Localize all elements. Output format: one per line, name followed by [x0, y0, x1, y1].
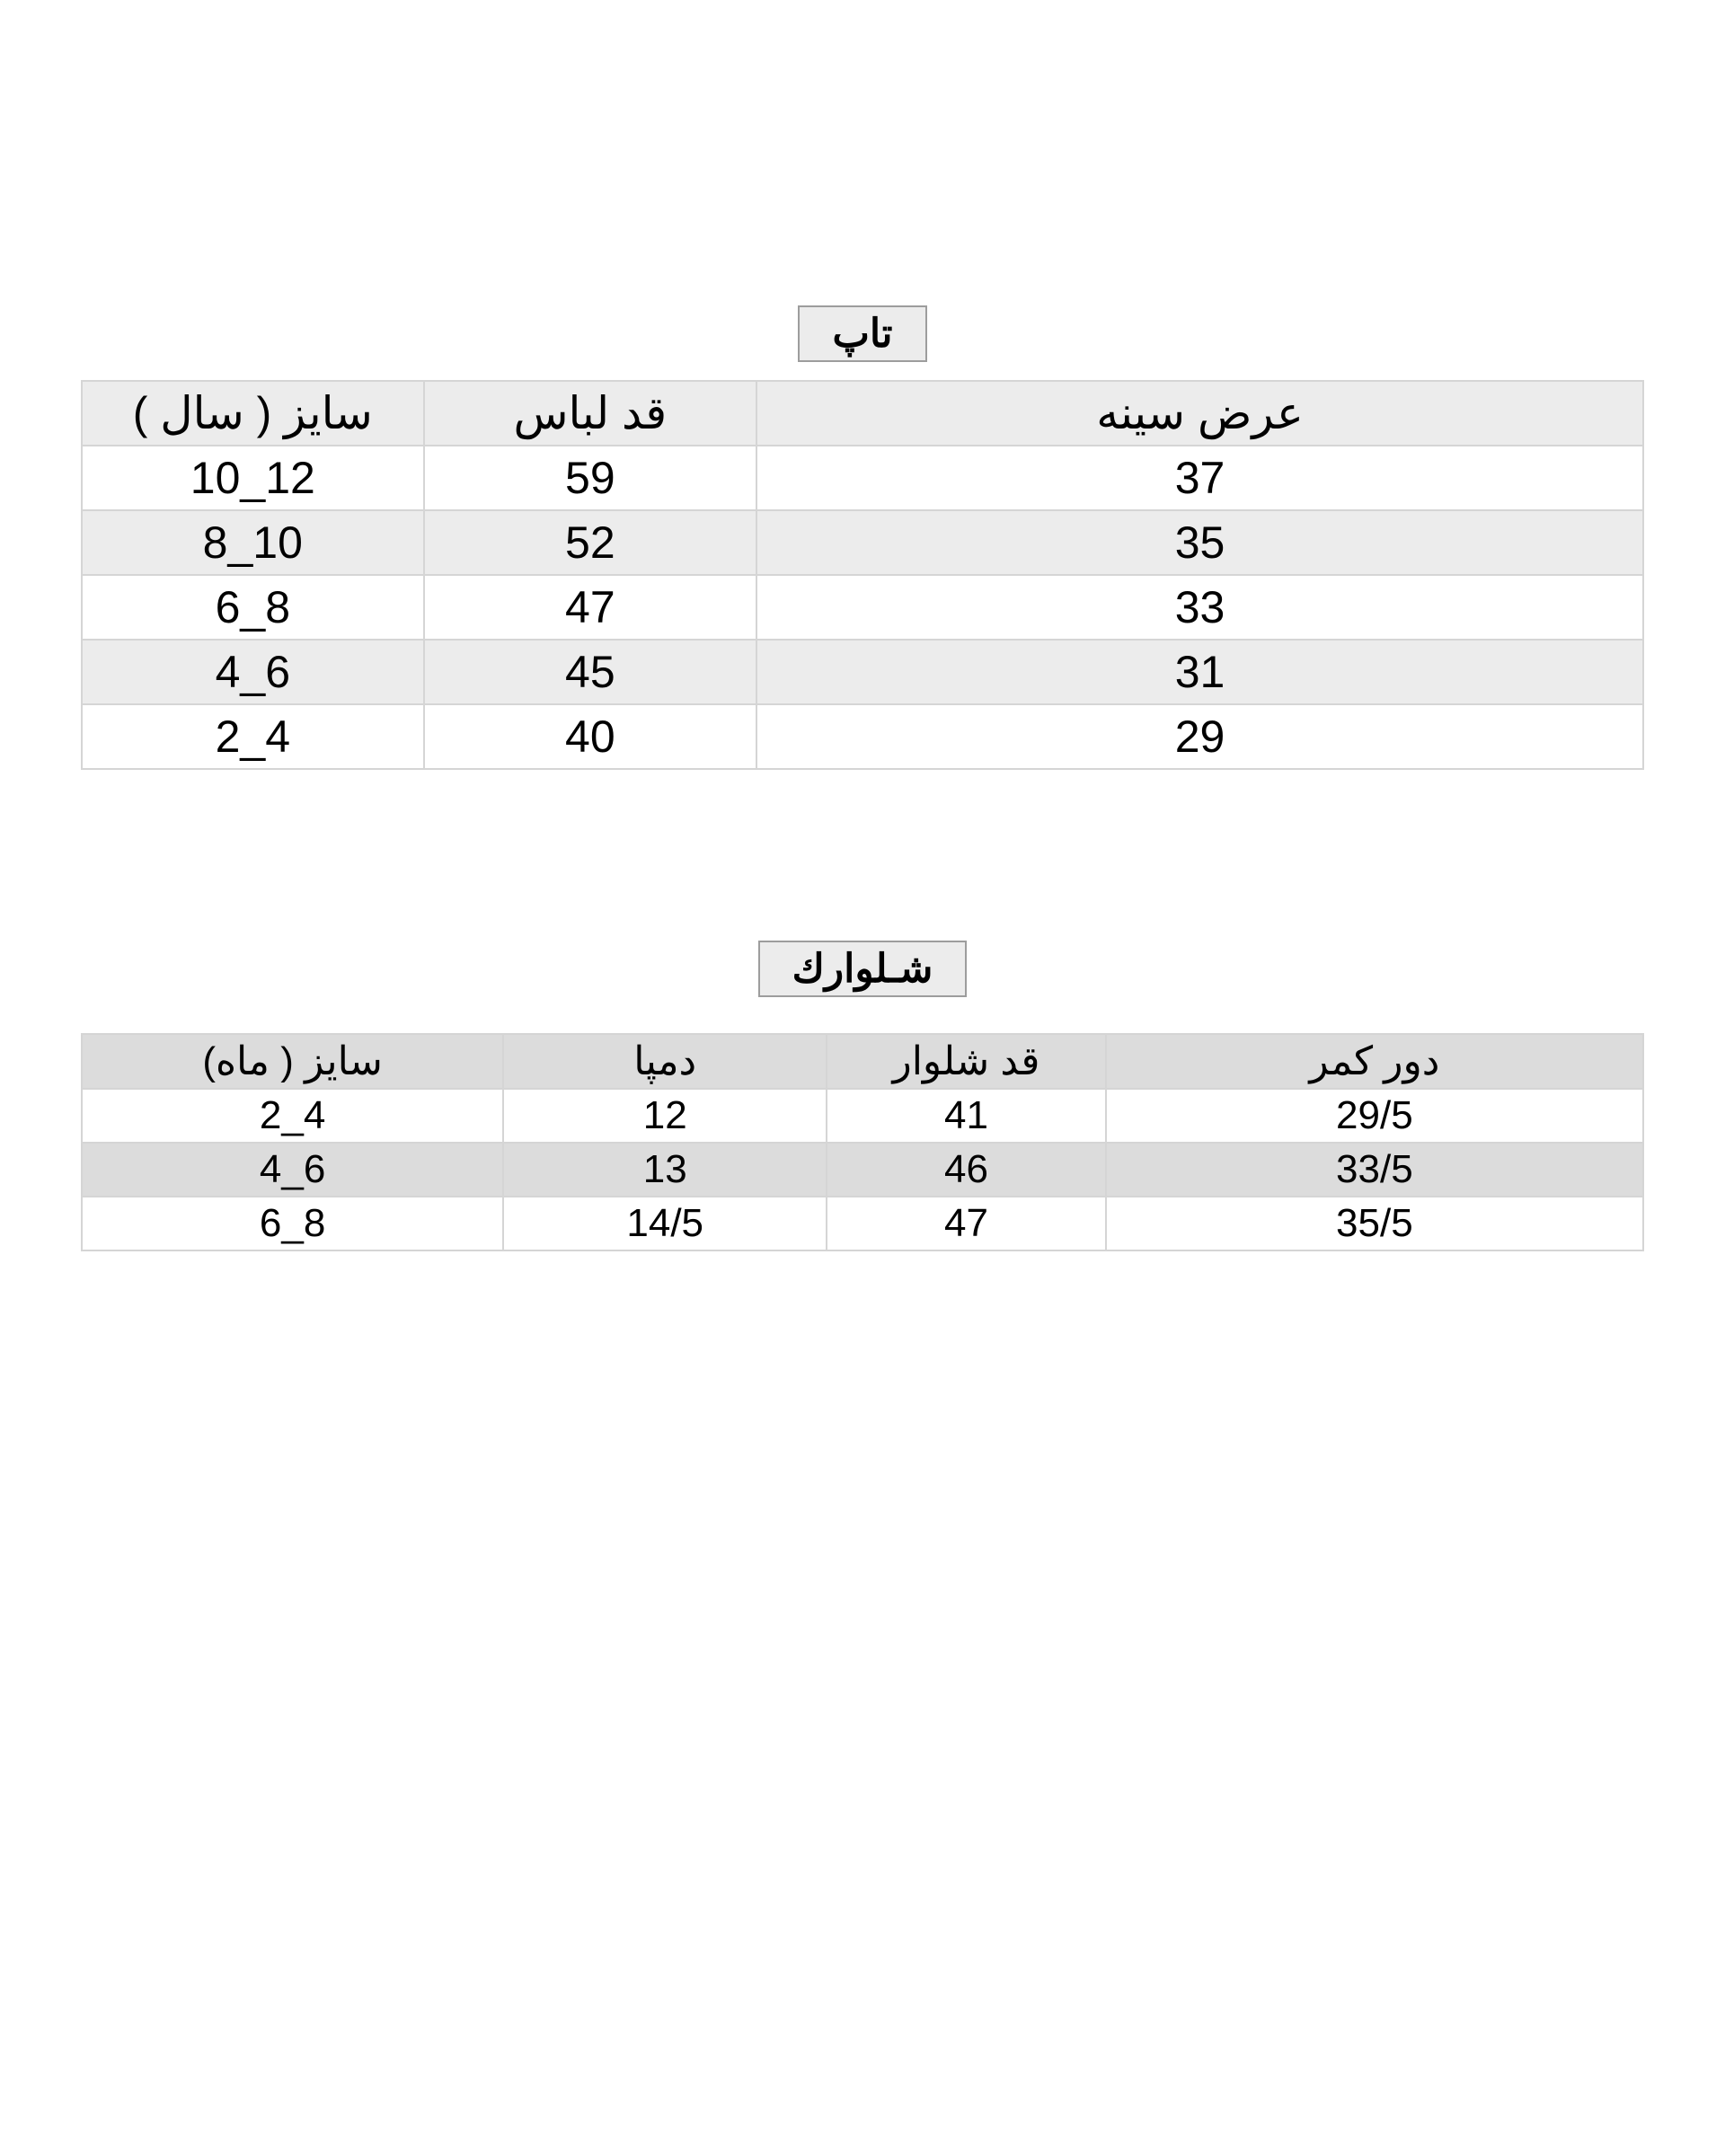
table-header-row: سایز ( ماه) دمپا قد شلوار دور کمر — [82, 1034, 1643, 1089]
col-hem: دمپا — [503, 1034, 827, 1089]
col-length: قد شلوار — [827, 1034, 1106, 1089]
cell: 31 — [756, 640, 1643, 704]
table-row: 10_12 59 37 — [82, 446, 1643, 510]
cell: 47 — [424, 575, 756, 640]
cell: 6_8 — [82, 1197, 503, 1250]
cell: 14/5 — [503, 1197, 827, 1250]
section2-title: شـلوارك — [758, 941, 968, 997]
cell: 13 — [503, 1143, 827, 1197]
cell: 35/5 — [1106, 1197, 1643, 1250]
cell: 33 — [756, 575, 1643, 640]
cell: 37 — [756, 446, 1643, 510]
cell: 10_12 — [82, 446, 424, 510]
cell: 52 — [424, 510, 756, 575]
cell: 4_6 — [82, 640, 424, 704]
cell: 40 — [424, 704, 756, 769]
cell: 33/5 — [1106, 1143, 1643, 1197]
cell: 29/5 — [1106, 1089, 1643, 1143]
table-row: 6_8 47 33 — [82, 575, 1643, 640]
table-header-row: سایز ( سال ) قد لباس عرض سینه — [82, 381, 1643, 446]
cell: 47 — [827, 1197, 1106, 1250]
cell: 6_8 — [82, 575, 424, 640]
table-row: 4_6 45 31 — [82, 640, 1643, 704]
col-size: سایز ( ماه) — [82, 1034, 503, 1089]
cell: 45 — [424, 640, 756, 704]
table-row: 4_6 13 46 33/5 — [82, 1143, 1643, 1197]
cell: 46 — [827, 1143, 1106, 1197]
col-length: قد لباس — [424, 381, 756, 446]
col-size: سایز ( سال ) — [82, 381, 424, 446]
table-row: 2_4 12 41 29/5 — [82, 1089, 1643, 1143]
table-row: 2_4 40 29 — [82, 704, 1643, 769]
cell: 12 — [503, 1089, 827, 1143]
cell: 29 — [756, 704, 1643, 769]
cell: 35 — [756, 510, 1643, 575]
section1-title: تاپ — [798, 305, 926, 362]
table-shorts: سایز ( ماه) دمپا قد شلوار دور کمر 2_4 12… — [81, 1033, 1644, 1251]
col-chest: عرض سینه — [756, 381, 1643, 446]
cell: 2_4 — [82, 704, 424, 769]
table-row: 6_8 14/5 47 35/5 — [82, 1197, 1643, 1250]
table-top: سایز ( سال ) قد لباس عرض سینه 10_12 59 3… — [81, 380, 1644, 770]
cell: 59 — [424, 446, 756, 510]
col-waist: دور کمر — [1106, 1034, 1643, 1089]
cell: 4_6 — [82, 1143, 503, 1197]
cell: 8_10 — [82, 510, 424, 575]
cell: 2_4 — [82, 1089, 503, 1143]
table-row: 8_10 52 35 — [82, 510, 1643, 575]
cell: 41 — [827, 1089, 1106, 1143]
